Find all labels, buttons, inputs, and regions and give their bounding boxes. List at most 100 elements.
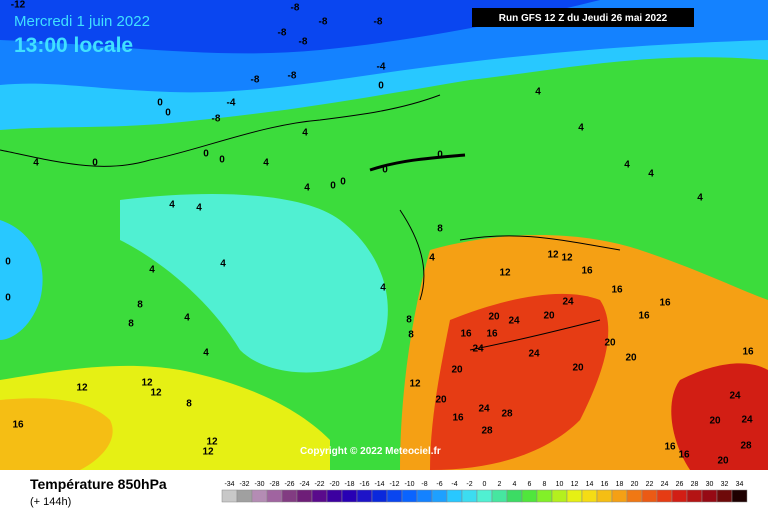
- legend-swatch: [371, 489, 388, 503]
- legend-swatch: [536, 489, 553, 503]
- contour-label: 4: [697, 193, 703, 204]
- contour-label: 20: [435, 395, 447, 406]
- contour-label: 0: [382, 165, 388, 176]
- legend-swatch: [671, 489, 688, 503]
- legend-label: -12: [389, 481, 399, 488]
- legend-label: -10: [404, 481, 414, 488]
- contour-label: 12: [141, 378, 153, 389]
- contour-label: 20: [625, 353, 637, 364]
- contour-label: 20: [604, 338, 616, 349]
- contour-label: -4: [377, 62, 386, 73]
- legend-label: 20: [631, 481, 639, 488]
- legend-label: -16: [359, 481, 369, 488]
- legend-swatch: [641, 489, 658, 503]
- contour-label: 0: [165, 108, 171, 119]
- legend-label: 12: [571, 481, 579, 488]
- contour-label: 20: [488, 312, 500, 323]
- contour-label: 16: [664, 442, 676, 453]
- contour-label: 24: [472, 344, 484, 355]
- contour-label: 8: [406, 315, 412, 326]
- legend-swatch: [596, 489, 613, 503]
- legend-label: -26: [284, 481, 294, 488]
- legend-swatch: [521, 489, 538, 503]
- footer-subtitle: (+ 144h): [30, 496, 71, 508]
- contour-label: 16: [12, 420, 24, 431]
- contour-label: 12: [202, 447, 214, 458]
- legend-swatch: [611, 489, 628, 503]
- contour-label: 12: [150, 388, 162, 399]
- contour-label: 16: [678, 450, 690, 461]
- contour-label: 0: [330, 181, 336, 192]
- legend-label: 14: [586, 481, 594, 488]
- legend-swatch: [446, 489, 463, 503]
- contour-label: -8: [212, 114, 221, 125]
- contour-label: 0: [92, 158, 98, 169]
- contour-label: 4: [149, 265, 155, 276]
- legend-label: 10: [556, 481, 564, 488]
- contour-label: 24: [478, 404, 490, 415]
- legend-swatch: [236, 489, 253, 503]
- legend-label: -22: [314, 481, 324, 488]
- contour-label: 4: [304, 183, 310, 194]
- contour-label: 8: [408, 330, 414, 341]
- contour-label: 16: [659, 298, 671, 309]
- contour-label: -8: [374, 17, 383, 28]
- legend-swatch: [506, 489, 523, 503]
- legend-label: -14: [374, 481, 384, 488]
- legend-swatch: [401, 489, 418, 503]
- legend-label: 30: [706, 481, 714, 488]
- contour-label: 4: [220, 259, 226, 270]
- contour-label: 28: [740, 441, 752, 452]
- contour-label: 12: [547, 250, 559, 261]
- contour-label: 4: [203, 348, 209, 359]
- contour-label: 12: [206, 437, 218, 448]
- legend-swatch: [251, 489, 268, 503]
- contour-label: 4: [302, 128, 308, 139]
- contour-label: 24: [741, 415, 753, 426]
- contour-label: 4: [578, 123, 584, 134]
- legend-label: -34: [224, 481, 234, 488]
- legend-label: -4: [451, 481, 457, 488]
- contour-label: 0: [340, 177, 346, 188]
- contour-label: -4: [227, 98, 236, 109]
- legend-label: -8: [421, 481, 427, 488]
- contour-label: 20: [572, 363, 584, 374]
- legend-label: -18: [344, 481, 354, 488]
- run-box: [472, 8, 694, 27]
- contour-label: 0: [5, 293, 11, 304]
- contour-label: -8: [288, 71, 297, 82]
- contour-label: 4: [429, 253, 435, 264]
- legend-label: -28: [269, 481, 279, 488]
- contour-label: 28: [501, 409, 513, 420]
- contour-label: 0: [157, 98, 163, 109]
- contour-label: 4: [184, 313, 190, 324]
- legend-label: -20: [329, 481, 339, 488]
- legend-label: 8: [543, 481, 547, 488]
- legend-label: 4: [513, 481, 517, 488]
- legend-label: 24: [661, 481, 669, 488]
- legend-label: 2: [498, 481, 502, 488]
- legend-label: 34: [736, 481, 744, 488]
- legend-swatch: [311, 489, 328, 503]
- contour-label: -8: [278, 28, 287, 39]
- contour-label: 16: [611, 285, 623, 296]
- legend-swatch: [731, 489, 748, 503]
- legend-label: 6: [528, 481, 532, 488]
- contour-label: -8: [251, 75, 260, 86]
- color-legend: -34 -32 -30 -28 -26 -24 -22 -20 -18 -16 -14 -12 -10-…: [221, 481, 748, 503]
- contour-label: 16: [581, 266, 593, 277]
- contour-label: 0: [378, 81, 384, 92]
- contour-label: 16: [638, 311, 650, 322]
- contour-label: 4: [263, 158, 269, 169]
- contour-label: -8: [291, 3, 300, 14]
- contour-label: 16: [742, 347, 754, 358]
- contour-label: 4: [535, 87, 541, 98]
- legend-label: -6: [436, 481, 442, 488]
- contour-label: 8: [437, 224, 443, 235]
- contour-label: 12: [499, 268, 511, 279]
- legend-swatch: [476, 489, 493, 503]
- contour-label: 8: [186, 399, 192, 410]
- contour-label: 0: [5, 257, 11, 268]
